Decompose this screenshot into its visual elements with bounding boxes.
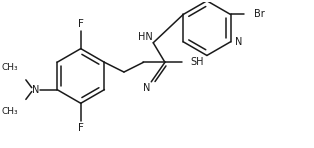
Text: HN: HN: [138, 32, 153, 42]
Text: CH₃: CH₃: [2, 63, 18, 72]
Text: F: F: [78, 19, 84, 29]
Text: Br: Br: [254, 9, 265, 20]
Text: N: N: [32, 85, 39, 95]
Text: SH: SH: [190, 57, 204, 67]
Text: F: F: [78, 123, 84, 133]
Text: N: N: [143, 83, 150, 93]
Text: N: N: [236, 37, 243, 47]
Text: CH₃: CH₃: [2, 107, 18, 116]
